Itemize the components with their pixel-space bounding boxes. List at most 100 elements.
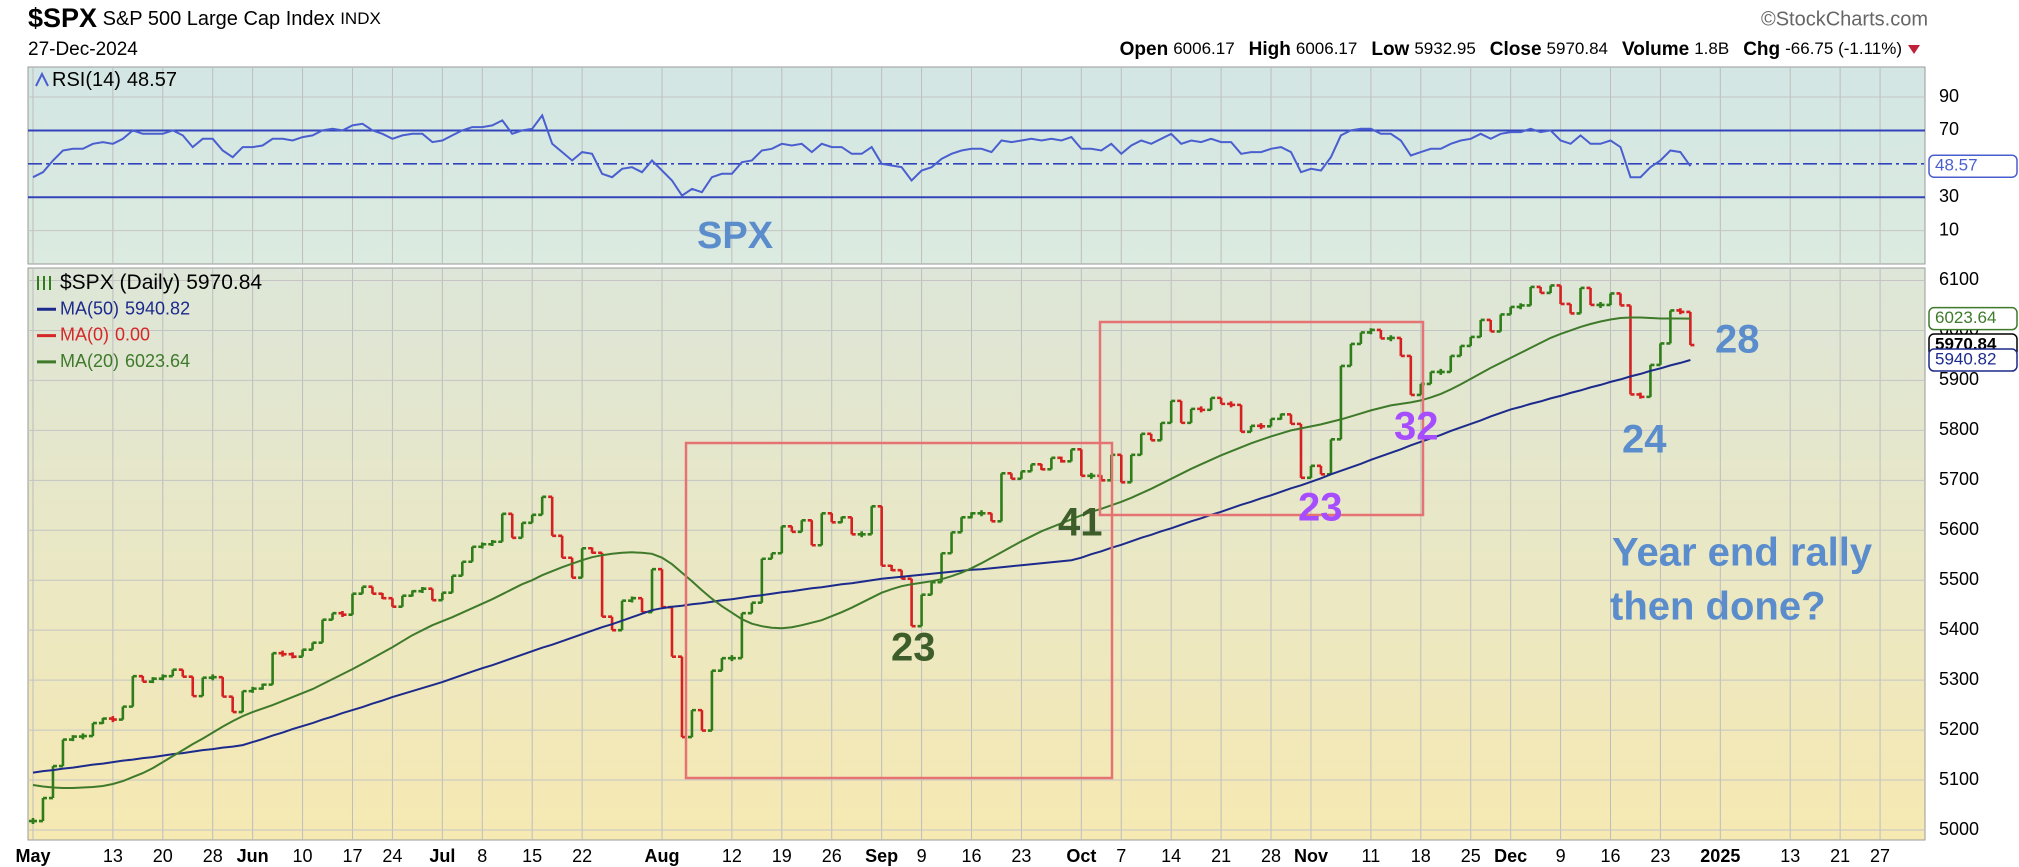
price-bar bbox=[118, 705, 127, 721]
price-bar bbox=[1077, 448, 1086, 478]
price-bar bbox=[1137, 432, 1146, 457]
y-tick-label: 6100 bbox=[1939, 269, 1979, 289]
highlight-box bbox=[1098, 320, 1425, 517]
price-bar bbox=[1406, 354, 1415, 397]
price-bar bbox=[1017, 470, 1026, 481]
symbol: $SPX bbox=[28, 3, 97, 33]
legend-icon bbox=[37, 276, 51, 290]
x-tick-label: 12 bbox=[722, 846, 742, 866]
price-bar bbox=[1007, 472, 1016, 481]
y-tick-label: 5900 bbox=[1939, 369, 1979, 389]
price-bar bbox=[248, 686, 257, 693]
price-bar bbox=[558, 534, 567, 560]
price-bar bbox=[957, 515, 966, 534]
quote: Open 6006.17 High 6006.17 Low 5932.95 Close 597… bbox=[1120, 39, 1902, 60]
price-bar bbox=[1027, 463, 1036, 473]
y-tick-label: 5800 bbox=[1939, 419, 1979, 439]
price-bar bbox=[28, 818, 37, 825]
legend-name: MA(50) bbox=[60, 298, 119, 318]
x-tick-label: May bbox=[15, 846, 50, 866]
legend-value: 5940.82 bbox=[125, 298, 190, 318]
price-bar bbox=[148, 677, 157, 684]
price-bar bbox=[458, 560, 467, 578]
price-bar bbox=[1626, 304, 1635, 396]
price-bar bbox=[38, 796, 47, 823]
price-bar bbox=[767, 551, 776, 561]
x-tick-label: Nov bbox=[1294, 846, 1328, 866]
price-bar bbox=[68, 735, 77, 742]
x-tick-label: 9 bbox=[917, 846, 927, 866]
x-tick-label: 28 bbox=[1261, 846, 1281, 866]
price-bar bbox=[288, 652, 297, 659]
price-bar bbox=[198, 676, 207, 698]
price-bar bbox=[388, 596, 397, 609]
source: ©StockCharts.com bbox=[1761, 8, 1928, 30]
x-tick-label: Aug bbox=[644, 846, 679, 866]
price-bar bbox=[1227, 401, 1236, 408]
labels: May 13 20 28 Jun 10 17 24 Jul 8 15 22 Aug 12 19 26 Sep 9 1… bbox=[15, 69, 2018, 866]
legend-entry: MA(50) 5940.82 bbox=[60, 298, 190, 318]
legend-entry: MA(20) 6023.64 bbox=[60, 351, 190, 371]
price-bar bbox=[1486, 318, 1495, 333]
date: 27-Dec-2024 bbox=[28, 39, 138, 60]
annotation: 24 bbox=[1622, 418, 1667, 462]
price-bar bbox=[1596, 301, 1605, 308]
x-tick-label: Sep bbox=[865, 846, 898, 866]
price-bar bbox=[1586, 286, 1595, 307]
price-bar bbox=[168, 668, 177, 678]
y-tick-label: 5700 bbox=[1939, 469, 1979, 489]
x-tick-label: Jul bbox=[429, 846, 455, 866]
x-tick-label: 24 bbox=[382, 846, 402, 866]
price-bar bbox=[628, 596, 637, 603]
value-tag bbox=[1928, 348, 2018, 372]
y-tick-label: 5100 bbox=[1939, 769, 1979, 789]
price-bar bbox=[98, 717, 107, 725]
price-bar bbox=[1386, 335, 1395, 342]
x-tick-label: Dec bbox=[1494, 846, 1527, 866]
price-bar bbox=[598, 551, 607, 618]
price-bar bbox=[1047, 456, 1056, 471]
price-bar bbox=[1117, 453, 1126, 484]
value-tag bbox=[1928, 306, 2018, 331]
price-bar bbox=[747, 601, 756, 615]
price-bar bbox=[1167, 399, 1176, 425]
price-bar bbox=[128, 674, 137, 708]
price-bar bbox=[877, 504, 886, 568]
price-panel bbox=[27, 267, 1926, 841]
y-tick-label: 5300 bbox=[1939, 669, 1979, 689]
quote-value: 6006.17 bbox=[1173, 39, 1234, 58]
quote-value: 5970.84 bbox=[1547, 39, 1608, 58]
y-tick-label: 5500 bbox=[1939, 569, 1979, 589]
legend-name: $SPX (Daily) bbox=[60, 271, 180, 294]
price-bar bbox=[618, 599, 627, 632]
legend-value: 48.57 bbox=[127, 69, 177, 91]
legend-value: 0.00 bbox=[115, 324, 150, 344]
price-bar bbox=[1127, 453, 1136, 484]
price-bar bbox=[578, 546, 587, 580]
price-bar bbox=[1676, 308, 1685, 315]
annotation: SPX bbox=[697, 215, 774, 257]
price-bar bbox=[1426, 370, 1435, 386]
price-bar bbox=[1466, 335, 1475, 348]
value-tag-label: 5940.82 bbox=[1935, 349, 1996, 368]
price-bar bbox=[1436, 368, 1445, 375]
price-bar bbox=[687, 708, 696, 739]
header-title: $SPX S&P 500 Large Cap Index INDX bbox=[28, 3, 381, 33]
price-bar bbox=[867, 504, 876, 536]
price-bar bbox=[1456, 344, 1465, 358]
price-bar bbox=[418, 586, 427, 593]
price-bar bbox=[1346, 342, 1355, 368]
price-bar bbox=[1396, 336, 1405, 358]
price-bar bbox=[707, 669, 716, 732]
price-bar bbox=[298, 648, 307, 658]
price-bar bbox=[827, 511, 836, 524]
x-tick-label: Oct bbox=[1066, 846, 1096, 866]
price-bar bbox=[508, 512, 517, 540]
down-arrow bbox=[1908, 45, 1920, 54]
price-bar bbox=[58, 738, 67, 768]
grid bbox=[28, 67, 1925, 840]
price-bar bbox=[807, 518, 816, 547]
price-bar bbox=[78, 733, 87, 740]
price-bar bbox=[328, 611, 337, 621]
y-tick-label: 5200 bbox=[1939, 719, 1979, 739]
